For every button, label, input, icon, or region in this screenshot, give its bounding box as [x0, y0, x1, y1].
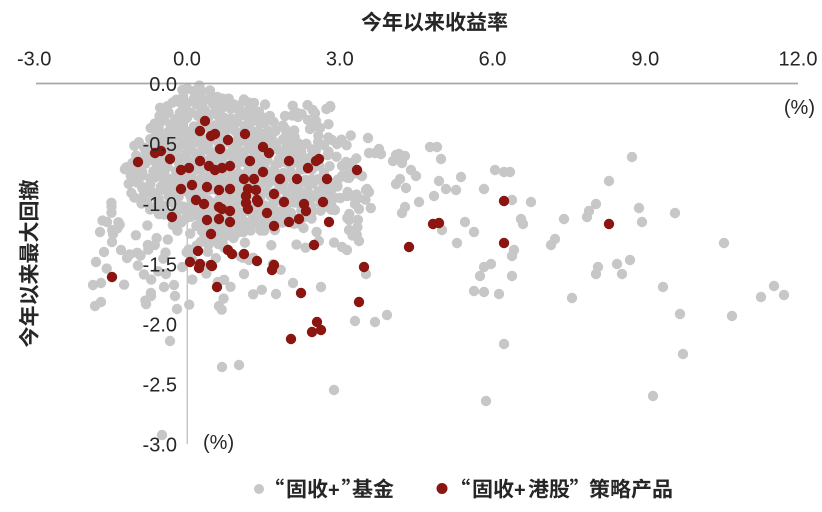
svg-text:0.0: 0.0	[149, 74, 177, 96]
svg-text:9.0: 9.0	[631, 49, 659, 71]
svg-text:-0.5: -0.5	[143, 134, 177, 156]
svg-text:0.0: 0.0	[173, 49, 201, 71]
svg-text:12.0: 12.0	[779, 49, 818, 71]
svg-text:(%): (%)	[203, 432, 234, 454]
svg-text:-2.5: -2.5	[143, 375, 177, 397]
svg-text:+: +	[328, 480, 340, 502]
svg-text:-1.0: -1.0	[143, 194, 177, 216]
svg-text:(%): (%)	[784, 97, 815, 119]
svg-text:6.0: 6.0	[479, 49, 507, 71]
svg-text:-3.0: -3.0	[17, 49, 51, 71]
svg-text:+: +	[514, 480, 526, 502]
svg-text:3.0: 3.0	[326, 49, 354, 71]
svg-text:-3.0: -3.0	[143, 435, 177, 457]
svg-text:-2.0: -2.0	[143, 314, 177, 336]
svg-text:-1.5: -1.5	[143, 254, 177, 276]
